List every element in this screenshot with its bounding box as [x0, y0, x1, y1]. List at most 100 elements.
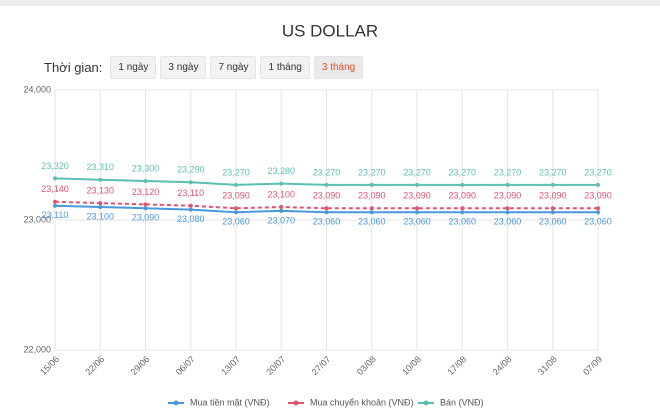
value-label: 23,060: [448, 217, 476, 227]
x-tick-label: 20/07: [264, 354, 287, 377]
value-label: 23,120: [132, 187, 160, 197]
data-point: [53, 176, 57, 181]
value-label: 23,060: [358, 217, 386, 227]
time-button[interactable]: 1 ngày: [110, 56, 157, 79]
value-label: 23,100: [267, 189, 295, 199]
legend-label: Mua chuyển khoản (VNĐ): [310, 397, 414, 407]
legend-item[interactable]: Mua tiền mặt (VNĐ): [168, 397, 270, 407]
data-point: [188, 180, 193, 185]
data-point: [98, 205, 103, 209]
value-label: 23,280: [267, 166, 295, 176]
legend-marker: [293, 400, 299, 406]
value-label: 23,090: [313, 191, 341, 201]
data-point: [234, 182, 238, 187]
x-tick-label: 29/06: [129, 354, 152, 377]
value-label: 23,270: [313, 167, 341, 177]
value-label: 23,060: [539, 217, 567, 227]
data-point: [550, 182, 555, 187]
x-tick-label: 17/08: [445, 354, 468, 377]
time-controls: Thời gian: 1 ngày 3 ngày 7 ngày 1 tháng 3 th…: [44, 56, 364, 79]
data-point: [505, 182, 510, 187]
data-point: [98, 177, 103, 182]
data-point: [324, 182, 329, 187]
data-point: [143, 179, 148, 183]
value-label: 23,060: [403, 217, 431, 227]
value-label: 23,090: [403, 191, 431, 201]
data-point: [53, 203, 57, 208]
data-point: [279, 181, 284, 186]
legend-item[interactable]: Mua chuyển khoản (VNĐ): [288, 397, 414, 407]
value-label: 23,090: [494, 191, 522, 201]
legend-label: Mua tiền mặt (VNĐ): [190, 397, 270, 407]
data-point: [505, 206, 510, 211]
data-point: [550, 210, 555, 215]
value-label: 23,110: [42, 210, 69, 220]
x-tick-label: 03/08: [355, 354, 378, 377]
x-tick-label: 13/07: [219, 354, 242, 377]
data-point: [324, 206, 329, 211]
x-tick-label: 22/06: [83, 354, 106, 377]
chart: US DOLLAR 22,000 23,000 24,000 15/06 22/06 29…: [23, 21, 612, 407]
data-point: [188, 203, 193, 208]
data-point: [596, 182, 600, 187]
value-label: 23,060: [584, 217, 612, 227]
value-label: 23,100: [86, 211, 114, 221]
legend-item[interactable]: Bán (VNĐ): [418, 397, 484, 407]
value-label: 23,300: [132, 163, 160, 173]
x-tick-label: 31/08: [536, 354, 559, 377]
y-tick-label: 24,000: [23, 84, 51, 94]
y-tick-label: 23,000: [23, 214, 51, 224]
value-label: 23,270: [358, 167, 386, 177]
data-point: [234, 206, 238, 211]
value-label: 23,080: [177, 214, 205, 224]
value-label: 23,140: [41, 184, 69, 194]
data-point: [596, 206, 600, 211]
value-label: 23,320: [41, 161, 69, 171]
time-button[interactable]: 1 tháng: [260, 56, 310, 79]
data-point: [234, 210, 238, 215]
time-button[interactable]: 7 ngày: [210, 56, 257, 79]
value-label: 23,060: [313, 217, 341, 227]
data-point: [460, 206, 465, 211]
data-point: [143, 202, 148, 207]
data-point: [53, 199, 57, 204]
data-point: [550, 206, 555, 211]
x-tick-label: 10/08: [400, 354, 423, 377]
value-label: 23,130: [86, 185, 114, 195]
legend-label: Bán (VNĐ): [440, 397, 484, 407]
data-point: [369, 210, 374, 215]
data-point: [324, 210, 329, 215]
value-label: 23,060: [494, 217, 522, 227]
y-tick-label: 22,000: [23, 344, 51, 354]
data-point: [98, 201, 103, 206]
value-label: 23,060: [222, 217, 250, 227]
data-point: [369, 182, 374, 187]
controls-label: Thời gian:: [44, 60, 103, 75]
value-label: 23,090: [584, 191, 612, 201]
value-label: 23,090: [132, 213, 160, 223]
x-tick-label: 07/09: [581, 354, 604, 377]
data-point: [415, 206, 419, 211]
data-point: [415, 182, 419, 187]
x-tick-label: 24/08: [491, 354, 514, 377]
value-label: 23,070: [267, 215, 295, 225]
value-label: 23,090: [222, 191, 250, 201]
value-label: 23,310: [86, 162, 114, 172]
time-button[interactable]: 3 tháng: [313, 56, 364, 79]
legend-marker: [173, 400, 179, 406]
legend-marker: [423, 400, 429, 406]
x-tick-label: 06/07: [174, 354, 197, 377]
time-button[interactable]: 3 ngày: [160, 56, 207, 79]
data-point: [505, 210, 510, 215]
value-label: 23,270: [448, 167, 476, 177]
data-point: [369, 206, 374, 211]
value-label: 23,290: [177, 165, 205, 175]
value-label: 23,090: [539, 191, 567, 201]
value-label: 23,270: [539, 167, 567, 177]
chart-title: US DOLLAR: [282, 21, 378, 40]
data-point: [596, 210, 600, 215]
value-label: 23,270: [403, 167, 431, 177]
data-point: [460, 210, 465, 215]
value-label: 23,270: [494, 167, 522, 177]
data-point: [460, 182, 465, 187]
